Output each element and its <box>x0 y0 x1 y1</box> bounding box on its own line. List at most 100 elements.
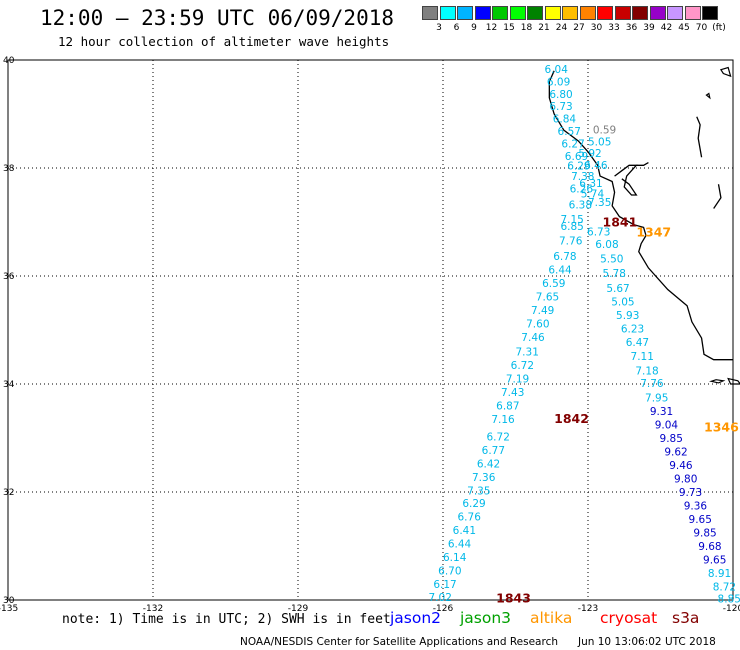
wave-height-label: 7.46 <box>521 332 545 344</box>
wave-height-label: 6.42 <box>477 459 500 471</box>
wave-height-label: 6.29 <box>567 161 590 173</box>
wave-height-label: 7.11 <box>631 351 654 363</box>
wave-height-label: 6.38 <box>569 200 592 212</box>
channel-island <box>727 377 740 385</box>
colorbar-label: 3 <box>436 23 442 33</box>
y-tick-label: 34 <box>3 380 15 390</box>
colorbar-swatch <box>614 6 631 20</box>
wave-height-label: 7.18 <box>635 365 658 377</box>
wave-height-label: 6.57 <box>558 126 581 138</box>
colorbar-label: 36 <box>625 23 638 33</box>
coastline <box>548 70 733 361</box>
wave-height-label: 7.15 <box>560 214 583 226</box>
y-tick-label: 40 <box>3 56 15 66</box>
wave-height-label: 7.35 <box>467 486 490 498</box>
colorbar-swatch <box>649 6 666 20</box>
satellite-jason2: jason2 <box>390 609 442 627</box>
wave-height-label: 5.78 <box>603 268 626 280</box>
colorbar-label: 6 <box>453 23 460 33</box>
wave-height-label: 6.08 <box>595 239 618 251</box>
wave-height-label: 5.92 <box>578 148 601 160</box>
wave-height-label: 7.02 <box>429 592 452 604</box>
wave-height-label: 6.69 <box>565 151 588 163</box>
wave-height-label: 6.41 <box>453 525 476 537</box>
wave-height-label: 7.19 <box>506 373 529 385</box>
wave-height-label: 6.87 <box>496 400 519 412</box>
wave-height-label: 9.04 <box>655 419 679 431</box>
y-tick-label: 38 <box>3 164 15 174</box>
colorbar-swatch <box>667 6 683 20</box>
wave-height-label: 6.09 <box>547 76 570 88</box>
colorbar-label: 27 <box>573 23 585 33</box>
wave-height-label: 7.49 <box>531 305 554 317</box>
wave-height-label: 6.73 <box>587 227 610 239</box>
wave-height-label: 7.60 <box>526 318 549 330</box>
colorbar-label: 30 <box>590 23 603 33</box>
wave-height-label: 7.36 <box>472 472 496 484</box>
colorbar-swatch <box>544 6 561 20</box>
x-tick-label: -129 <box>288 604 309 614</box>
colorbar-swatch <box>474 6 491 20</box>
wave-height-label: 5.67 <box>606 283 629 295</box>
wave-height-label: 8.91 <box>708 568 731 580</box>
pass-time-label: 1347 <box>636 225 671 240</box>
x-tick-label: -123 <box>578 604 598 614</box>
wave-height-label: 8.85 <box>718 594 740 606</box>
footer-timestamp: Jun 10 13:06:02 UTC 2018 <box>578 636 716 648</box>
footer-credit: NOAA/NESDIS Center for Satellite Applica… <box>240 636 558 648</box>
wave-height-label: 7.76 <box>640 378 664 390</box>
y-tick-label: 30 <box>3 596 15 606</box>
colorbar-swatch <box>527 6 543 20</box>
wave-height-label: 9.46 <box>669 460 693 472</box>
wave-height-label: 6.17 <box>433 579 456 591</box>
wave-height-label: 9.65 <box>689 514 712 526</box>
wave-height-label: 7.95 <box>645 392 668 404</box>
wave-height-label: 6.04 <box>545 64 569 76</box>
wave-height-label: 6.85 <box>560 221 583 233</box>
wave-height-label: 5.05 <box>588 136 611 148</box>
colorbar-swatch <box>509 6 526 20</box>
wave-height-label: 6.72 <box>511 360 534 372</box>
inland-lake <box>705 92 711 100</box>
wave-height-label: 9.73 <box>679 487 702 499</box>
wave-height-label: 5.05 <box>611 297 634 309</box>
inland-lake <box>719 66 732 78</box>
colorbar-swatch <box>562 6 578 20</box>
colorbar-label: 15 <box>503 23 515 33</box>
wave-height-label: 6.59 <box>542 278 565 290</box>
wave-height-label: 7.76 <box>559 236 583 248</box>
wave-height-label: 5.50 <box>600 254 623 266</box>
wave-height-label: 9.62 <box>664 446 687 458</box>
wave-height-label: 7.16 <box>491 414 515 426</box>
colorbar-label: 39 <box>643 23 655 33</box>
x-tick-label: -132 <box>143 604 163 614</box>
wave-height-label: 9.80 <box>674 473 697 485</box>
delta-river <box>636 162 649 166</box>
pass-time-label: 1843 <box>496 591 531 606</box>
wave-height-label: 6.27 <box>561 138 584 150</box>
pass-time-label: 1841 <box>603 214 638 229</box>
units-note: note: 1) Time is in UTC; 2) SWH is in fe… <box>62 612 391 627</box>
wave-height-label: 6.80 <box>549 89 572 101</box>
inland-feature <box>713 184 722 209</box>
colorbar-label: 18 <box>520 23 533 33</box>
satellite-jason3: jason3 <box>460 609 512 627</box>
wave-height-label: 6.78 <box>553 251 576 263</box>
wave-height-label: 9.68 <box>698 541 721 553</box>
wave-height-label: 6.44 <box>448 539 472 551</box>
x-tick-label: -135 <box>0 604 18 614</box>
colorbar-swatch <box>702 6 718 20</box>
wave-height-label: 6.72 <box>487 432 510 444</box>
colorbar-label: 70 <box>695 23 708 33</box>
wave-height-label: 7.31 <box>516 346 539 358</box>
san-francisco-bay <box>614 164 638 196</box>
colorbar-swatch <box>684 6 701 20</box>
inland-feature <box>696 116 703 158</box>
wave-height-label: 6.47 <box>626 337 649 349</box>
colorbar-swatch <box>632 6 648 20</box>
wave-height-label: 0.59 <box>593 124 616 136</box>
colorbar-label: 24 <box>555 23 568 33</box>
wave-height-label: 5.74 <box>581 189 605 201</box>
wave-height-label: 8.72 <box>713 581 736 593</box>
